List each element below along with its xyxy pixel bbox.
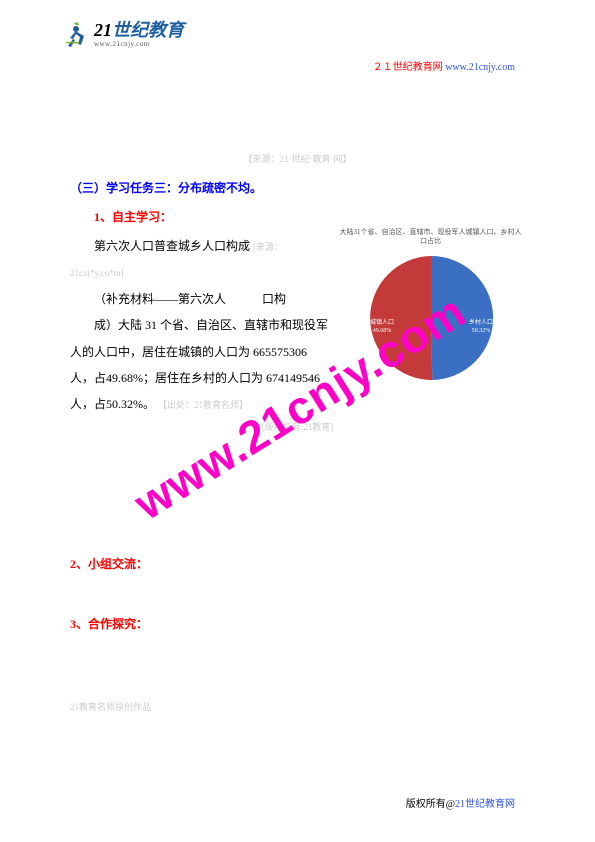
para1: 第六次人口普查城乡人口构成 [来源：21cnj*y.co*m] <box>70 233 330 286</box>
logo-running-person-icon <box>60 20 90 50</box>
header-right-link: ２１世纪教育网 www.21cnjy.com <box>373 58 515 73</box>
pie-label-urban-text: 乡村人口 <box>469 320 493 326</box>
footer-black: 版权所有@ <box>406 799 455 810</box>
logo-text: 21世纪教育 www.21cnjy.com <box>94 21 184 48</box>
pie-label-urban-pct: 50.32% <box>472 328 491 334</box>
subsection-1: 1、自主学习： <box>70 205 525 229</box>
logo-text-21: 21 <box>94 20 112 40</box>
para1-text: 第六次人口普查城乡人口构成 <box>94 239 250 253</box>
header-right-red: ２１世纪教育网 <box>373 62 443 73</box>
para3: 成）大陆 31 个省、自治区、直辖市和现役军人的人口中，居住在城镇的人口为 66… <box>70 312 330 418</box>
header-right-url: www.21cnjy.com <box>443 62 515 73</box>
para3-text: 成）大陆 31 个省、自治区、直辖市和现役军人的人口中，居住在城镇的人口为 66… <box>70 318 328 411</box>
pie-chart-title: 大陆31个省、自治区、直辖市、现役军人城镇人口、乡村人口占比 <box>338 228 523 246</box>
source-inline-body: 【出处：21教育名师】 <box>158 400 248 410</box>
footer: 版权所有@21世纪教育网 <box>406 795 515 810</box>
subsection-2-block: 2、小组交流： <box>70 555 525 576</box>
para2: （补充材料——第六次人 口构 <box>70 286 330 312</box>
pie-label-rural-pct: 49.68% <box>373 328 392 334</box>
subsection-3-block: 3、合作探究： <box>70 615 525 636</box>
source-bottom: 21教育名师原创作品 <box>70 700 151 713</box>
subsection-3: 3、合作探究： <box>70 615 525 632</box>
pie-label-rural: 城镇人口 49.68% <box>370 320 394 336</box>
subsection-2: 2、小组交流： <box>70 555 525 572</box>
para2b: 口构 <box>262 292 286 306</box>
section-3-title: （三）学习任务三：分布疏密不均。 <box>70 176 525 200</box>
text-block: 第六次人口普查城乡人口构成 [来源：21cnj*y.co*m] （补充材料——第… <box>70 233 330 418</box>
para2a: （补充材料——第六次人 <box>94 292 226 306</box>
pie-slice-urban <box>431 256 493 380</box>
footer-blue: 21世纪教育网 <box>455 799 515 810</box>
pie-slice-rural <box>370 256 432 380</box>
pie-label-rural-text: 城镇人口 <box>370 320 394 326</box>
pie-chart: 大陆31个省、自治区、直辖市、现役军人城镇人口、乡村人口占比 城镇人口 49.6… <box>338 228 523 388</box>
logo-text-blue: 世纪教育 <box>112 20 184 40</box>
pie-label-urban: 乡村人口 50.32% <box>469 320 493 336</box>
pie-chart-svg <box>361 252 501 382</box>
source-tag-1: 【来源：21·世纪·教育·网】 <box>70 150 525 168</box>
source-mid: [版权所有:21教育] <box>70 418 525 436</box>
header-logo: 21世纪教育 www.21cnjy.com <box>60 20 184 50</box>
logo-url: www.21cnjy.com <box>94 41 184 49</box>
